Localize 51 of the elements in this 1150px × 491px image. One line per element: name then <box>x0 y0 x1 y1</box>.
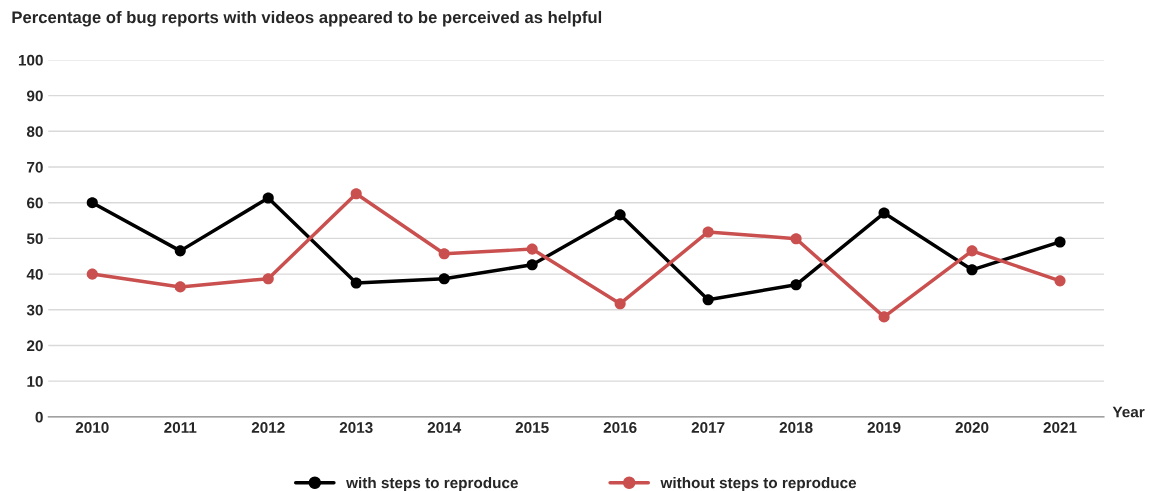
x-tick-label: 2013 <box>339 422 373 433</box>
y-tick-label: 80 <box>26 126 43 137</box>
point <box>350 188 362 200</box>
x-tick-label: 2019 <box>867 422 901 433</box>
point <box>966 264 978 276</box>
x-tick-label: 2018 <box>779 422 813 433</box>
x-tick-label: 2021 <box>1043 422 1077 433</box>
chart-title: Percentage of bug reports with videos appeared to be perceived as helpful <box>12 10 602 27</box>
y-tick-label: 0 <box>35 411 43 423</box>
point <box>526 259 538 271</box>
point <box>262 273 274 285</box>
point <box>878 311 890 323</box>
legend-label: with steps to reproduce <box>346 477 518 491</box>
y-tick-label: 10 <box>27 376 43 387</box>
point <box>438 248 450 260</box>
legend-label: without steps to reproduce <box>660 477 857 491</box>
point <box>174 281 186 293</box>
point <box>966 245 978 257</box>
point <box>174 245 186 257</box>
x-axis-title: Year <box>1112 406 1145 418</box>
y-tick-label: 60 <box>27 197 43 209</box>
point <box>262 192 274 204</box>
point <box>86 268 98 280</box>
y-tick-label: 20 <box>26 340 43 352</box>
x-tick-label: 2014 <box>427 422 462 433</box>
point <box>438 273 450 285</box>
point <box>614 209 626 221</box>
x-tick-label: 2017 <box>691 422 725 433</box>
x-tick-label: 2020 <box>955 422 989 433</box>
point <box>790 279 802 291</box>
y-tick-label: 90 <box>26 90 43 102</box>
y-tick-label: 100 <box>18 54 43 66</box>
point <box>350 277 362 289</box>
x-tick-label: 2011 <box>164 422 197 433</box>
x-tick-label: 2016 <box>603 422 637 433</box>
point <box>526 243 538 255</box>
point <box>878 207 890 219</box>
x-tick-label: 2015 <box>515 422 549 433</box>
y-tick-label: 30 <box>26 304 43 316</box>
y-tick-label: 40 <box>26 268 43 280</box>
y-tick-label: 70 <box>27 161 43 173</box>
point <box>1054 236 1066 248</box>
point <box>1054 275 1066 287</box>
point <box>86 197 98 209</box>
point <box>614 298 626 310</box>
point <box>702 226 714 238</box>
y-tick-label: 50 <box>26 233 43 245</box>
x-tick-label: 2010 <box>75 422 109 433</box>
x-tick-label: 2012 <box>251 422 285 433</box>
point <box>702 294 714 306</box>
point <box>790 233 802 245</box>
